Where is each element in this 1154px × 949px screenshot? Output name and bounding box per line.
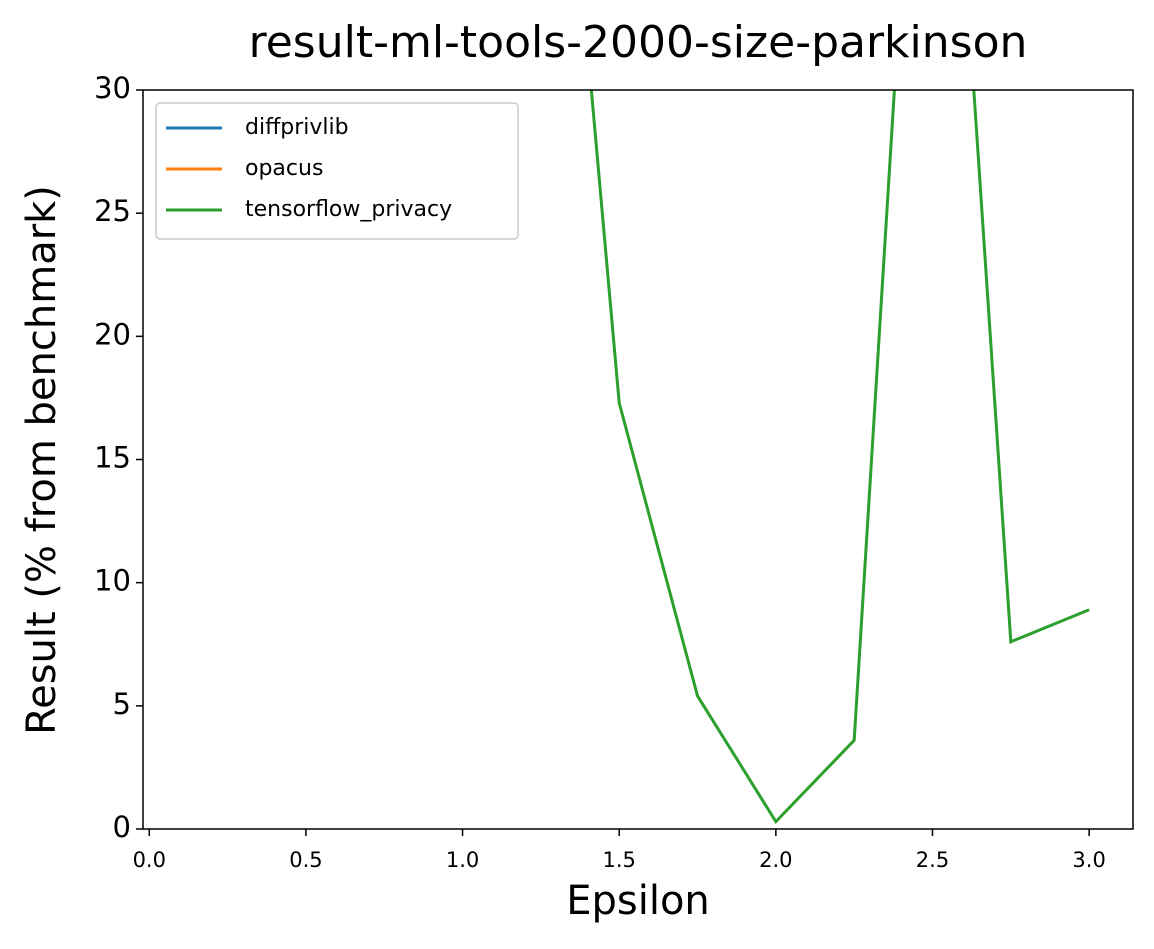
x-tick-label: 1.0 <box>446 848 479 872</box>
y-tick-label: 25 <box>94 194 131 228</box>
x-tick-label: 0.0 <box>133 848 166 872</box>
x-tick-label: 3.0 <box>1072 848 1105 872</box>
y-tick-label: 10 <box>94 564 131 598</box>
x-tick-label: 2.0 <box>759 848 792 872</box>
y-axis-label: Result (% from benchmark) <box>19 185 65 735</box>
y-tick-label: 30 <box>94 71 131 105</box>
legend-box <box>155 102 519 240</box>
y-tick-label: 15 <box>94 441 131 475</box>
plot-area <box>589 90 1090 825</box>
legend-label: opacus <box>245 156 323 181</box>
x-tick-label: 1.5 <box>602 848 635 872</box>
series-line <box>589 90 1090 825</box>
x-tick-label: 0.5 <box>289 848 322 872</box>
y-tick-label: 0 <box>113 810 131 844</box>
legend-label: tensorflow_privacy <box>245 197 452 222</box>
y-tick-label: 20 <box>94 317 131 351</box>
x-axis-label: Epsilon <box>566 878 710 924</box>
chart-title: result-ml-tools-2000-size-parkinson <box>249 17 1028 68</box>
legend-label: diffprivlib <box>245 115 349 140</box>
y-tick-label: 5 <box>113 687 131 721</box>
x-tick-label: 2.5 <box>916 848 949 872</box>
